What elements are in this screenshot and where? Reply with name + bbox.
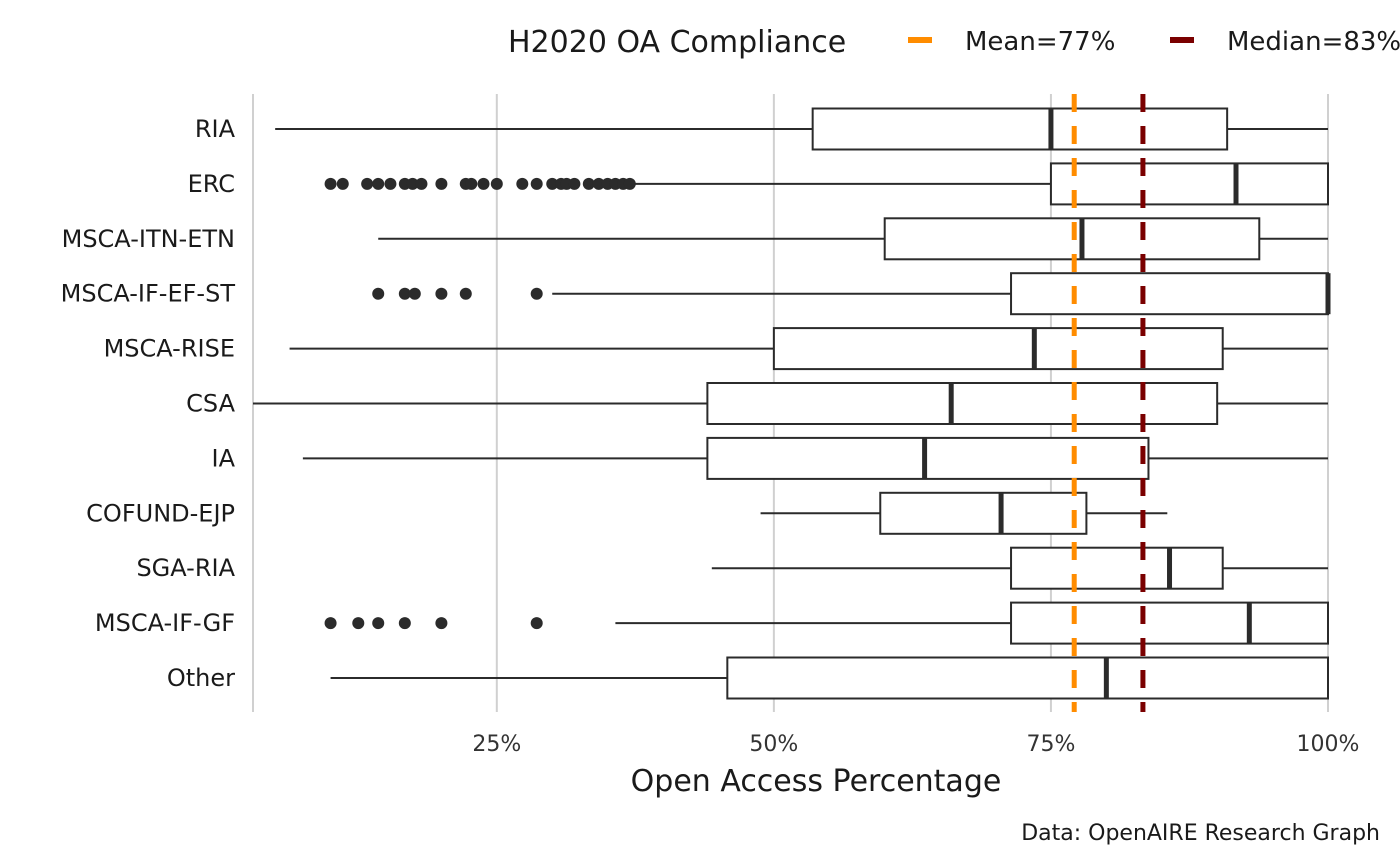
outlier-point [372,617,385,630]
legend-entries: Mean=77% Median=83% [908,27,1400,57]
outlier-point [435,287,448,300]
label-layer: 25% 50% 75% 100% RIA ERC MSCA-ITN-ETN MSCA-IF-E… [61,115,1360,757]
y-tick-label: SGA-RIA [136,554,235,582]
reference-lines [1071,94,1146,712]
outlier-point [406,177,419,190]
outlier-point [415,177,428,190]
outlier-point [398,287,411,300]
box-msca-itn-etn [378,217,1328,261]
y-tick-label: RIA [195,115,236,143]
outlier-point [435,617,448,630]
outlier-point [516,177,529,190]
box-msca-rise [289,327,1328,371]
outlier-point [465,177,478,190]
legend-title: H2020 OA Compliance [508,25,846,60]
outlier-point [623,177,636,190]
iqr-box [726,656,1329,700]
y-tick-label: MSCA-RISE [104,335,235,363]
iqr-box [1010,272,1330,316]
outlier-point [568,177,581,190]
iqr-box [1049,162,1329,206]
x-axis-title: Open Access Percentage [631,764,1002,799]
y-tick-label: MSCA-IF-EF-ST [61,280,236,308]
caption: Data: OpenAIRE Research Graph [1021,821,1380,846]
outlier-point [336,177,349,190]
x-tick-label: 100% [1297,732,1360,757]
legend: H2020 OA Compliance Mean=77% Median=83% [508,25,1400,60]
legend-label: Median=83% [1227,27,1400,57]
y-tick-label: MSCA-ITN-ETN [62,225,235,253]
outlier-point [384,177,397,190]
iqr-box [1010,546,1224,590]
outlier-point [324,177,337,190]
box-msca-if-gf [324,601,1330,645]
outlier-point [361,177,374,190]
outlier-point [324,617,337,630]
outlier-point [490,177,503,190]
outlier-point [408,287,421,300]
outlier-point [477,177,490,190]
box-cofund-ejp [760,491,1168,535]
outlier-point [372,287,385,300]
outlier-point [546,177,559,190]
legend-label: Mean=77% [965,27,1115,57]
box-erc [324,162,1329,206]
box-sga-ria [711,546,1328,590]
outlier-point [530,617,543,630]
iqr-box [706,382,1219,425]
outlier-point [582,177,595,190]
box-msca-if-ef-st [372,272,1331,316]
outlier-point [530,177,543,190]
box-ria [275,107,1328,151]
outlier-point [372,177,385,190]
x-tick-label: 50% [749,732,798,757]
box-other [330,656,1329,700]
box-ia [302,436,1328,480]
outlier-point [398,617,411,630]
y-tick-label: COFUND-EJP [86,499,235,527]
x-tick-label: 25% [472,732,521,757]
outlier-point [530,287,543,300]
iqr-box [879,491,1088,535]
box-csa [253,382,1328,425]
y-tick-label: Other [167,664,235,692]
iqr-box [1010,601,1330,645]
y-tick-label: ERC [188,170,235,198]
box-layer [253,107,1331,700]
iqr-box [772,327,1224,371]
y-tick-label: MSCA-IF-GF [95,609,235,637]
iqr-box [811,107,1229,151]
outlier-point [435,177,448,190]
outlier-point [352,617,365,630]
iqr-box [706,436,1150,480]
x-tick-label: 75% [1026,732,1075,757]
outlier-point [459,287,472,300]
outlier-point [592,177,605,190]
y-tick-label: IA [212,444,236,472]
y-tick-label: CSA [186,390,235,418]
